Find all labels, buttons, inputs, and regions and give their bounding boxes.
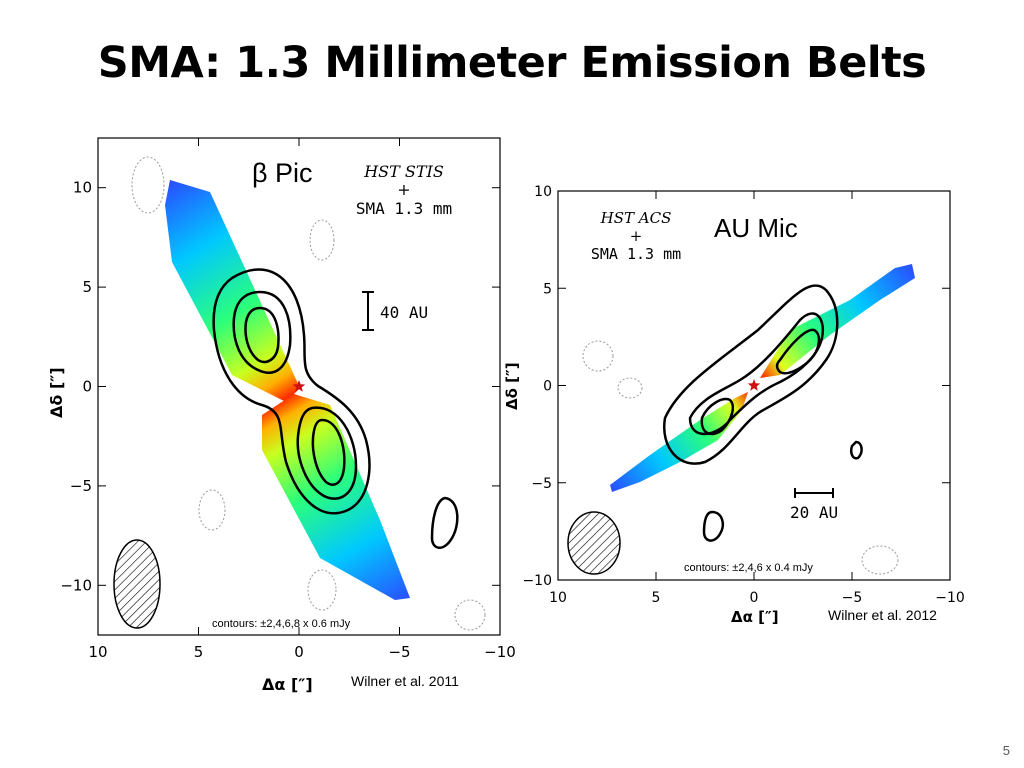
aumic-contour-inner-upper [775,328,821,375]
aumic-dotted-contours [582,340,899,575]
bpic-x-tick-label: 5 [194,643,204,661]
bpic-y-tick-label: −5 [70,477,92,495]
aumic-x-tick-label: −5 [842,590,863,606]
bpic-x-tick-label: −10 [484,643,516,661]
bpic-object-label: β Pic [252,158,313,188]
bpic-dotted-contours [131,156,486,631]
aumic-scale-bar [794,488,834,498]
bpic-y-tick-label: 10 [73,179,92,197]
bpic-scale-bar [362,291,374,331]
bpic-y-tick-label: −10 [60,576,92,594]
aumic-y-tick-label: 5 [543,281,552,297]
bpic-x-tick-label: 10 [88,643,107,661]
aumic-star-marker [747,379,761,391]
aumic-y-tick-label: −5 [531,476,552,492]
bpic-disk-image-upper [165,180,300,402]
bpic-sma-contours [212,268,459,549]
bpic-star-marker [292,380,306,392]
bpic-x-tick-label: 0 [294,643,304,661]
bpic-contour-inner-lower [311,418,346,486]
aumic-y-axis-label: Δδ [″] [503,362,521,410]
bpic-axis-ticks: 10 5 0 −5 −10 10 5 0 −5 −10 [60,138,516,661]
aumic-sma-contours [662,284,863,542]
bpic-x-tick-label: −5 [388,643,410,661]
bpic-x-axis-label: Δα [″] [262,675,313,694]
bpic-y-tick-label: 0 [82,378,92,396]
bpic-contour-mid-lower [296,406,358,500]
aumic-y-tick-label: 10 [534,184,552,200]
aumic-y-tick-label: −10 [522,573,552,589]
bpic-overlay-line2: + [397,180,410,199]
page-title: SMA: 1.3 Millimeter Emission Belts [97,38,927,88]
aumic-contour-inner-lower [700,397,734,436]
aumic-overlay-line2: + [630,227,643,245]
aumic-contour-outer [662,284,839,465]
bpic-citation: Wilner et al. 2011 [351,673,459,689]
page-number: 5 [1002,743,1010,758]
aumic-y-tick-label: 0 [543,379,552,395]
aumic-overlay-line1: HST ACS [600,209,672,227]
aumic-overlay-line3: SMA 1.3 mm [591,245,681,263]
bpic-beam-ellipse [113,539,161,629]
aumic-x-tick-label: 0 [750,590,759,606]
bpic-contour-inner-upper [244,306,280,364]
aumic-x-axis-label: Δα [″] [731,608,779,626]
bpic-disk-image-lower [262,394,410,600]
bpic-scale-label: 40 AU [380,303,428,322]
bpic-contour-outer [212,268,371,515]
aumic-contour-note: contours: ±2,4,6 x 0.4 mJy [684,562,813,574]
aumic-contour-blob-b [850,440,863,460]
bpic-contour-note: contours: ±2,4,6,8 x 0.6 mJy [212,618,351,630]
aumic-panel: 20 AU AU Mic HST ACS + SMA 1.3 mm contou… [503,184,965,626]
bpic-contour-mid-upper [232,290,292,374]
aumic-x-tick-label: 5 [652,590,661,606]
aumic-object-label: AU Mic [714,213,798,243]
bpic-contour-blob [430,496,459,549]
aumic-x-tick-label: −10 [935,590,965,606]
bpic-overlay-line1: HST STIS [363,162,444,181]
bpic-y-axis-label: Δδ [″] [47,367,66,418]
aumic-citation: Wilner et al. 2012 [828,607,937,623]
bpic-y-tick-label: 5 [82,278,92,296]
aumic-scale-label: 20 AU [790,503,838,522]
aumic-beam-ellipse [567,511,621,575]
bpic-overlay-line3: SMA 1.3 mm [356,199,452,218]
aumic-disk-image-lower [610,392,748,492]
aumic-contour-blob-a [702,510,724,542]
aumic-x-tick-label: 10 [549,590,567,606]
bpic-panel: 40 AU β Pic HST STIS + SMA 1.3 mm contou… [47,137,516,694]
